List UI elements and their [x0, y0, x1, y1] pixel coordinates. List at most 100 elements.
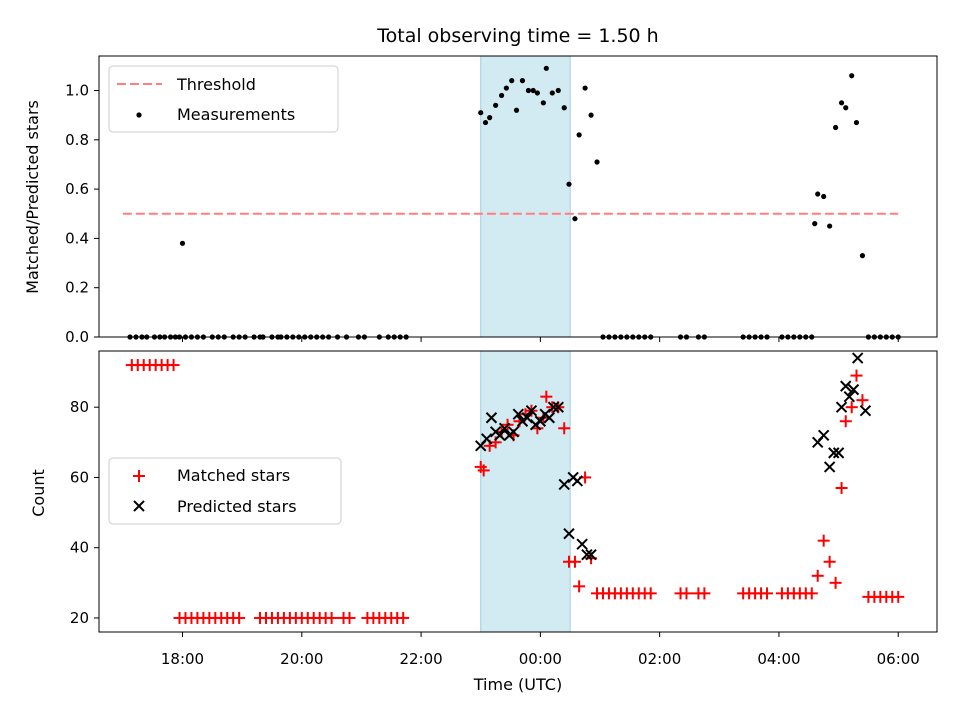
- measurement-point: [555, 87, 561, 94]
- predicted-star-point: [512, 408, 525, 420]
- x-axis-label: Time (UTC): [473, 675, 562, 694]
- bottom-axes-frame: [98, 350, 938, 633]
- predicted-star-point: [840, 380, 852, 392]
- measurement-point: [812, 221, 818, 227]
- predicted-star-point: [585, 549, 597, 561]
- legend-threshold-label: Threshold: [176, 75, 256, 94]
- matched-star-point: [845, 401, 858, 414]
- x-tick-label: 20:00: [280, 650, 323, 668]
- predicted-star-point: [485, 412, 498, 424]
- predicted-star-point: [563, 527, 575, 540]
- matched-star-point: [811, 569, 824, 582]
- matched-star-point: [397, 611, 410, 624]
- top-y-tick-label: 0.8: [65, 131, 89, 149]
- top-y-tick-label: 0.4: [65, 229, 89, 247]
- predicted-star-point: [494, 429, 506, 442]
- measurement-point: [549, 90, 555, 96]
- top-x-ticks: [182, 337, 899, 342]
- chart-title: Total observing time = 1.50 h: [376, 25, 658, 47]
- measurement-point: [843, 105, 849, 111]
- predicted-star-point: [851, 352, 864, 364]
- measurement-point: [576, 132, 582, 138]
- x-tick-label: 00:00: [519, 650, 562, 668]
- predicted-star-point: [525, 405, 538, 417]
- measurement-point: [487, 115, 493, 121]
- predicted-star-point: [543, 412, 556, 424]
- measurement-point: [566, 181, 572, 187]
- measurement-point: [815, 191, 821, 197]
- predicted-star-point: [534, 415, 547, 427]
- measurement-point: [503, 85, 509, 91]
- matched-star-point: [540, 390, 553, 403]
- top-legend: Threshold Measurements: [108, 65, 339, 133]
- matched-star-point: [817, 534, 830, 547]
- matched-star-point: [829, 576, 842, 589]
- predicted-star-point: [507, 426, 520, 438]
- predicted-star-point: [480, 433, 493, 445]
- matched-star-point: [573, 580, 586, 593]
- legend-matched-label: Matched stars: [177, 466, 290, 485]
- measurement-point: [594, 159, 600, 165]
- measurement-point: [513, 107, 520, 113]
- predicted-star-point: [576, 538, 588, 550]
- measurement-point: [482, 119, 489, 126]
- top-y-tick-label: 0.0: [65, 328, 89, 346]
- measurement-point: [519, 78, 526, 84]
- top-y-ticks: 0.0 0.2 0.4 0.6 0.8 1.0: [65, 82, 99, 346]
- x-tick-label: 18:00: [161, 650, 204, 668]
- predicted-stars-points: [475, 352, 872, 561]
- matched-star-point: [477, 464, 490, 477]
- predicted-star-point: [835, 401, 848, 413]
- measurement-point: [478, 110, 484, 116]
- measurement-point: [543, 65, 549, 71]
- measurement-point: [179, 240, 186, 246]
- legend-measurements-label: Measurements: [177, 105, 295, 124]
- predicted-star-point: [859, 405, 872, 417]
- matched-star-point: [233, 611, 246, 624]
- x-tick-label: 04:00: [757, 650, 800, 668]
- matched-star-point: [680, 587, 693, 600]
- measurement-point: [827, 223, 833, 229]
- matched-star-point: [805, 587, 818, 600]
- predicted-star-point: [552, 401, 564, 413]
- measurement-point: [849, 73, 855, 79]
- bottom-y-tick-label: 60: [70, 468, 89, 486]
- measurement-point: [833, 124, 839, 131]
- predicted-star-point: [832, 447, 845, 459]
- bottom-legend: Matched stars Predicted stars: [108, 457, 342, 525]
- matched-star-point: [568, 555, 581, 568]
- matched-star-point: [835, 481, 848, 494]
- measurement-point: [859, 253, 866, 259]
- measurement-point: [534, 90, 540, 96]
- bottom-y-ticks: 20 40 60 80: [70, 398, 99, 627]
- bottom-y-tick-label: 40: [70, 539, 89, 557]
- measurement-point: [821, 193, 827, 200]
- matched-star-point: [343, 611, 356, 624]
- x-tick-label: 06:00: [877, 650, 920, 668]
- legend-predicted-label: Predicted stars: [177, 497, 297, 516]
- predicted-star-point: [571, 475, 584, 487]
- bottom-legend-box: [108, 457, 342, 525]
- legend-measurements-swatch: [136, 112, 142, 118]
- measurement-point: [572, 216, 578, 222]
- matched-star-point: [892, 590, 905, 603]
- x-tick-label: 22:00: [399, 650, 442, 668]
- bottom-x-ticks: 18:00 20:00 22:00 00:00 02:00 04:00 06:00: [161, 632, 920, 668]
- predicted-star-point: [847, 383, 860, 396]
- predicted-star-point: [581, 549, 593, 561]
- matched-star-point: [325, 611, 338, 624]
- measurement-point: [525, 87, 532, 94]
- matched-star-point: [761, 587, 774, 600]
- predicted-star-point: [823, 461, 836, 473]
- top-axes-frame: [98, 55, 938, 338]
- matched-star-point: [823, 555, 836, 568]
- bottom-shaded-span: [480, 350, 571, 633]
- measurement-point: [853, 119, 860, 126]
- top-panel: 0.0 0.2 0.4 0.6 0.8 1.0 Total observing time …: [23, 25, 938, 346]
- top-shaded-span: [480, 55, 571, 338]
- predicted-star-point: [498, 422, 511, 434]
- measurement-point: [509, 78, 515, 84]
- matched-stars-points: [125, 359, 905, 624]
- bottom-y-axis-label: Count: [29, 469, 48, 517]
